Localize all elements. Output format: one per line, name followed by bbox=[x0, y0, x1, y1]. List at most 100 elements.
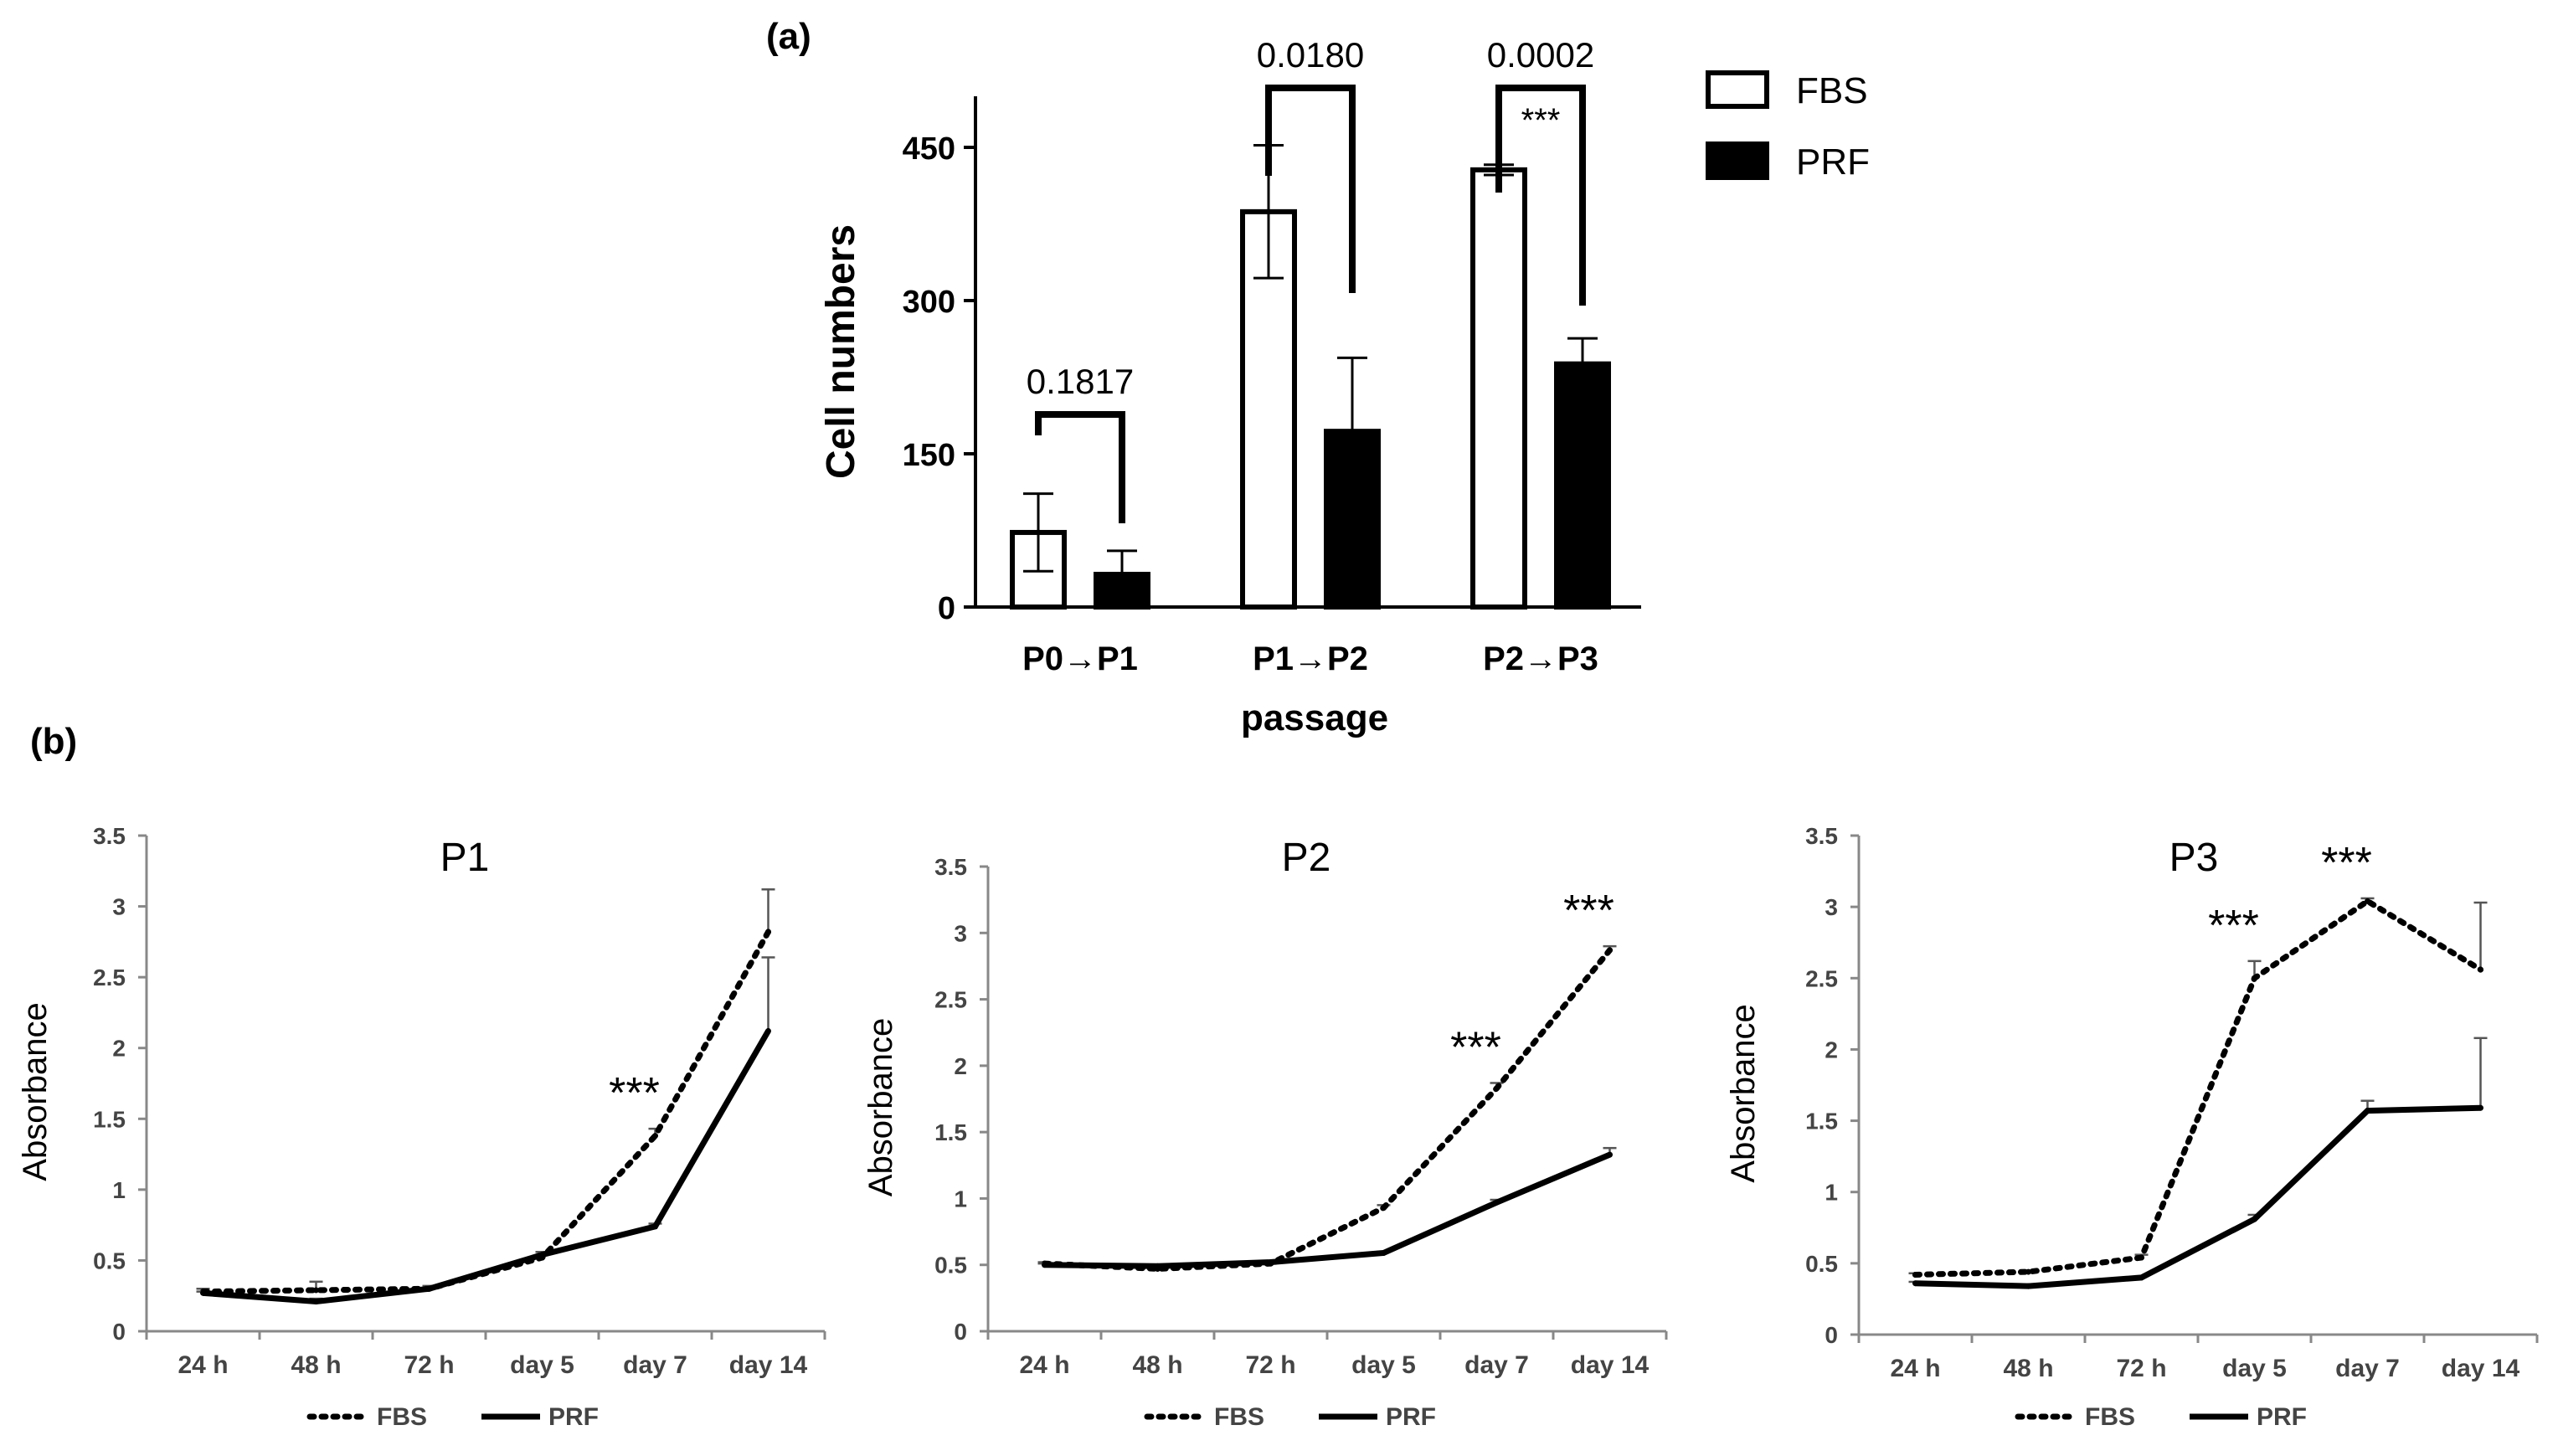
legend-label: PRF bbox=[1796, 141, 1870, 183]
data-point-prf bbox=[652, 1223, 658, 1230]
data-point-prf bbox=[1268, 1259, 1274, 1266]
panel-a-xlabel: passage bbox=[1241, 697, 1388, 738]
line-chart-p2: 0 0.5 1 1.5 2 2.5 3 3.5 24 h 48 h 72 h day 5 day 7 da… bbox=[862, 836, 1668, 1431]
x-tick-label: 48 h bbox=[1132, 1351, 1182, 1379]
y-tick-label: 450 bbox=[903, 131, 955, 167]
y-axis-label: Absorbance bbox=[1725, 1004, 1762, 1182]
line-chart-p1: 0 0.5 1 1.5 2 2.5 3 3.5 24 h 48 h 72 h day 5 day 7 da… bbox=[17, 823, 826, 1431]
y-tick-label: 2.5 bbox=[1805, 965, 1838, 991]
y-tick-label: 3 bbox=[1825, 894, 1838, 920]
significance-stars: *** bbox=[1563, 887, 1614, 935]
data-point-prf bbox=[1912, 1280, 1918, 1287]
x-tick-label: day 14 bbox=[729, 1351, 808, 1379]
data-point-prf bbox=[200, 1289, 206, 1296]
y-tick-label: 300 bbox=[903, 285, 955, 320]
x-tick-label: P2→P3 bbox=[1483, 641, 1598, 677]
x-tick-label: day 14 bbox=[1571, 1351, 1650, 1379]
y-tick-label: 0 bbox=[938, 591, 955, 626]
y-tick-label: 3 bbox=[954, 920, 967, 946]
y-tick-label: 2 bbox=[954, 1053, 967, 1079]
legend-label: PRF bbox=[1386, 1403, 1436, 1431]
x-tick-label: 48 h bbox=[2003, 1355, 2053, 1382]
data-point-prf bbox=[1042, 1262, 1047, 1268]
x-tick-label: P1→P2 bbox=[1253, 641, 1368, 677]
data-point-prf bbox=[1607, 1151, 1613, 1158]
legend-label: FBS bbox=[377, 1403, 427, 1431]
panel-a-label: (a) bbox=[766, 16, 811, 57]
y-tick-label: 1 bbox=[954, 1186, 967, 1212]
data-point-prf bbox=[1494, 1199, 1500, 1206]
y-tick-label: 1.5 bbox=[1805, 1109, 1838, 1134]
x-tick-label: P0→P1 bbox=[1022, 641, 1138, 677]
data-point-fbs bbox=[2252, 975, 2257, 981]
x-tick-label: day 7 bbox=[2335, 1355, 2400, 1382]
x-tick-label: 72 h bbox=[404, 1351, 454, 1379]
x-tick-label: day 5 bbox=[1351, 1351, 1416, 1379]
panel-a-ylabel: Cell numbers bbox=[819, 224, 863, 479]
data-point-prf bbox=[313, 1298, 319, 1304]
data-point-fbs bbox=[2139, 1254, 2144, 1261]
x-tick-label: 24 h bbox=[1890, 1355, 1940, 1382]
bar-chart-a: 0 150 300 450 P0→P1 P1→P2 P2→P3 0.1817 0.0180 0.0… bbox=[903, 35, 1870, 677]
data-point-prf bbox=[539, 1252, 545, 1258]
data-point-prf bbox=[426, 1285, 432, 1292]
y-tick-label: 0.5 bbox=[93, 1248, 126, 1273]
p-value-label: 0.0002 bbox=[1487, 35, 1594, 75]
y-tick-label: 1.5 bbox=[93, 1106, 126, 1132]
x-tick-label: 48 h bbox=[291, 1351, 341, 1379]
series-line-fbs bbox=[200, 929, 771, 1295]
y-tick-label: 1 bbox=[112, 1177, 126, 1203]
data-point-prf bbox=[2139, 1274, 2144, 1281]
x-tick-label: day 5 bbox=[510, 1351, 574, 1379]
y-tick-label: 3.5 bbox=[934, 854, 967, 880]
data-point-fbs bbox=[1607, 947, 1613, 954]
data-point-prf bbox=[2025, 1283, 2031, 1289]
legend-label: FBS bbox=[1796, 70, 1868, 111]
y-tick-label: 0 bbox=[112, 1319, 126, 1345]
legend-swatch-fbs bbox=[1706, 70, 1769, 109]
y-tick-label: 3 bbox=[112, 894, 126, 920]
series-line-fbs bbox=[1042, 947, 1613, 1272]
significance-bracket bbox=[1265, 85, 1356, 293]
significance-stars: *** bbox=[2208, 902, 2259, 950]
significance-bracket bbox=[1035, 411, 1125, 523]
x-tick-label: day 7 bbox=[623, 1351, 687, 1379]
y-tick-label: 0.5 bbox=[1805, 1251, 1838, 1277]
x-tick-label: 72 h bbox=[2116, 1355, 2166, 1382]
significance-stars: *** bbox=[2321, 839, 2372, 887]
data-point-fbs bbox=[2478, 966, 2483, 973]
x-tick-label: 72 h bbox=[1245, 1351, 1295, 1379]
data-point-fbs bbox=[2025, 1268, 2031, 1275]
p-value-label: 0.1817 bbox=[1027, 362, 1134, 401]
y-tick-label: 2.5 bbox=[93, 965, 126, 990]
legend-swatch-prf bbox=[1706, 141, 1769, 180]
data-point-fbs bbox=[765, 929, 771, 935]
chart-title: P3 bbox=[2169, 836, 2219, 880]
data-point-prf bbox=[765, 1027, 771, 1034]
significance-stars: *** bbox=[1521, 102, 1561, 139]
x-tick-label: day 14 bbox=[2442, 1355, 2520, 1382]
significance-stars: *** bbox=[609, 1069, 660, 1118]
series-line-prf bbox=[203, 1029, 771, 1304]
x-tick-label: day 5 bbox=[2222, 1355, 2287, 1382]
data-point-prf bbox=[2478, 1104, 2483, 1111]
y-tick-label: 3.5 bbox=[93, 823, 126, 849]
p-value-label: 0.0180 bbox=[1257, 35, 1364, 75]
y-tick-label: 2 bbox=[112, 1036, 126, 1062]
legend-label: FBS bbox=[2085, 1403, 2135, 1431]
series-line-fbs bbox=[1912, 898, 2483, 1278]
x-tick-label: day 7 bbox=[1464, 1351, 1529, 1379]
chart-title: P2 bbox=[1282, 836, 1331, 880]
significance-stars: *** bbox=[1450, 1023, 1501, 1072]
x-tick-label: 24 h bbox=[178, 1351, 228, 1379]
data-point-prf bbox=[2252, 1216, 2257, 1222]
line-chart-p3: 0 0.5 1 1.5 2 2.5 3 3.5 24 h 48 h 72 h day 5 day 7 da… bbox=[1725, 823, 2539, 1431]
legend-label: PRF bbox=[548, 1403, 599, 1431]
y-tick-label: 0.5 bbox=[934, 1253, 967, 1279]
data-point-fbs bbox=[1912, 1271, 1918, 1278]
series-line-prf bbox=[1915, 1104, 2481, 1289]
y-tick-label: 0 bbox=[1825, 1322, 1838, 1348]
y-axis-label: Absorbance bbox=[17, 1002, 54, 1181]
data-point-prf bbox=[1381, 1249, 1387, 1256]
